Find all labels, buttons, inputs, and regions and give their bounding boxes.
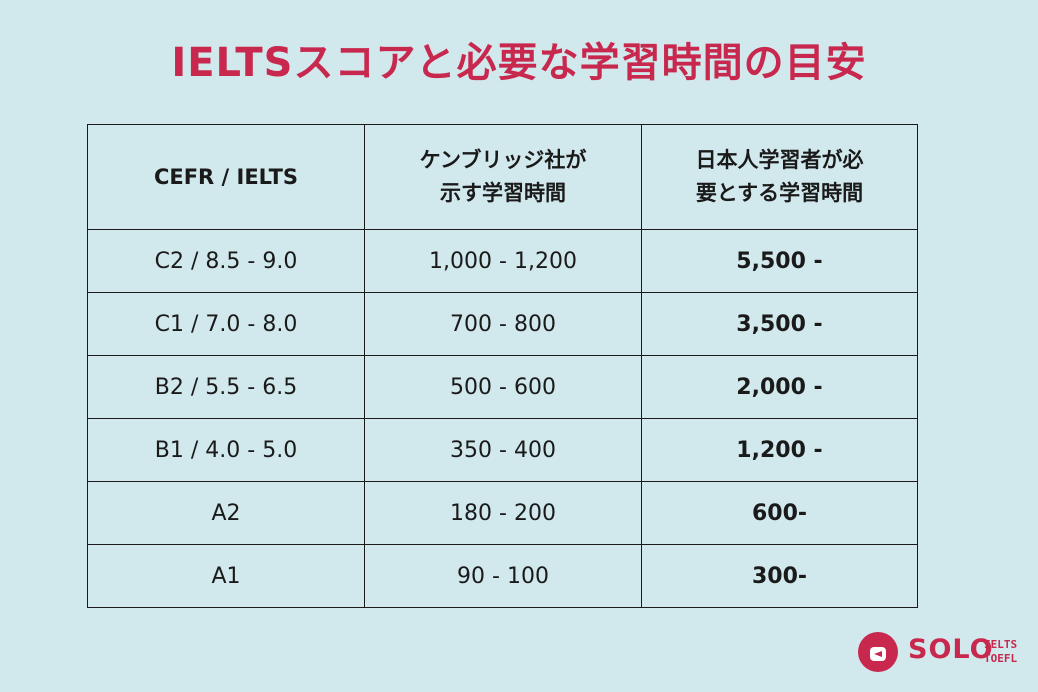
cell-cambridge-hours: 90 - 100 [364,544,642,608]
cell-level: C1 / 7.0 - 8.0 [87,292,365,356]
header-cefr-ielts: CEFR / IELTS [87,124,365,230]
cell-level: A2 [87,481,365,545]
cell-japanese-hours: 300- [641,544,918,608]
header-japanese-learner-hours: 日本人学習者が必 要とする学習時間 [641,124,918,230]
solo-logo-icon [858,632,898,672]
header-label: 日本人学習者が必 要とする学習時間 [695,148,864,205]
cell-cambridge-hours: 700 - 800 [364,292,642,356]
header-label: CEFR / IELTS [153,164,299,189]
brand-logo: SOLO IELTS TOEFL [858,630,1023,674]
table-row: C1 / 7.0 - 8.0 700 - 800 3,500 - [87,292,918,356]
cell-cambridge-hours: 500 - 600 [364,355,642,419]
brand-sub-ielts: IELTS [984,638,1018,651]
table-row: A1 90 - 100 300- [87,544,918,608]
cell-cambridge-hours: 1,000 - 1,200 [364,229,642,293]
cell-level: B2 / 5.5 - 6.5 [87,355,365,419]
brand-name: SOLO [908,634,994,665]
header-label: ケンブリッジ社が 示す学習時間 [419,148,587,205]
cell-level: C2 / 8.5 - 9.0 [87,229,365,293]
page-title: IELTSスコアと必要な学習時間の目安 [171,40,867,86]
cell-cambridge-hours: 180 - 200 [364,481,642,545]
cell-japanese-hours: 3,500 - [641,292,918,356]
cell-level: B1 / 4.0 - 5.0 [87,418,365,482]
cell-cambridge-hours: 350 - 400 [364,418,642,482]
brand-sub-toefl: TOEFL [984,652,1018,665]
cell-japanese-hours: 5,500 - [641,229,918,293]
solo-mark-icon [870,647,886,661]
table-row: B1 / 4.0 - 5.0 350 - 400 1,200 - [87,418,918,482]
cell-level: A1 [87,544,365,608]
cell-japanese-hours: 600- [641,481,918,545]
table-row: C2 / 8.5 - 9.0 1,000 - 1,200 5,500 - [87,229,918,293]
table-header-row: CEFR / IELTS ケンブリッジ社が 示す学習時間 日本人学習者が必 要と… [87,124,918,230]
cell-japanese-hours: 2,000 - [641,355,918,419]
study-time-table: CEFR / IELTS ケンブリッジ社が 示す学習時間 日本人学習者が必 要と… [87,124,918,608]
cell-japanese-hours: 1,200 - [641,418,918,482]
header-cambridge-hours: ケンブリッジ社が 示す学習時間 [364,124,642,230]
table-row: A2 180 - 200 600- [87,481,918,545]
table-row: B2 / 5.5 - 6.5 500 - 600 2,000 - [87,355,918,419]
